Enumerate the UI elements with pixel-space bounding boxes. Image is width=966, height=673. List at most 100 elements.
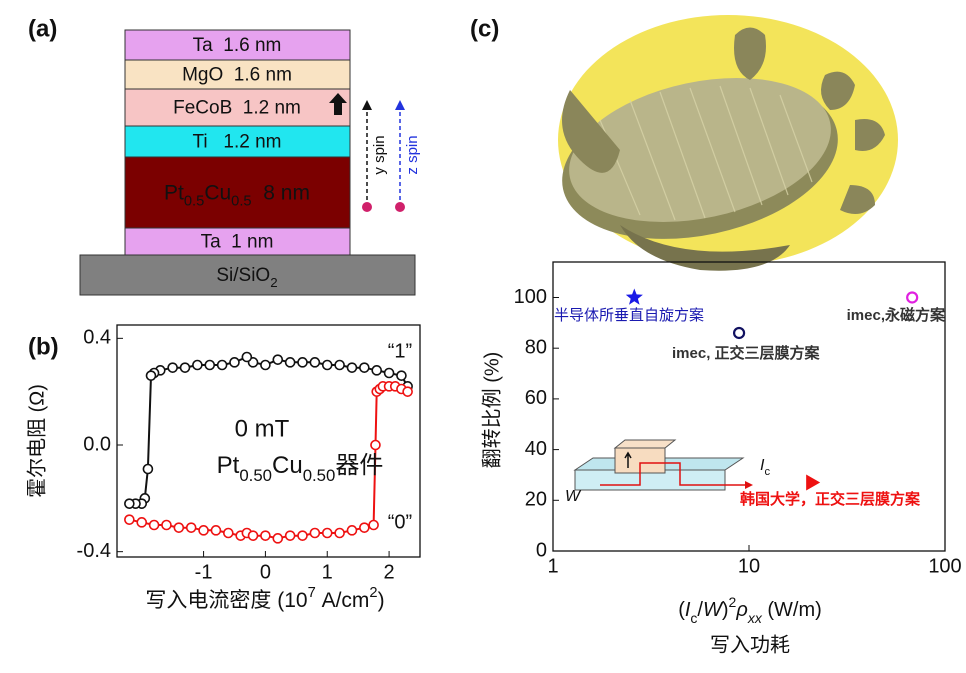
text-part: FeCoB 1.2 nm xyxy=(173,98,301,119)
y-tick-label: 60 xyxy=(525,387,547,409)
data-point xyxy=(284,530,296,541)
data-point xyxy=(223,527,234,539)
layer-label: Ti 1.2 nm xyxy=(192,132,281,153)
data-point xyxy=(210,525,222,536)
text-part: c xyxy=(764,466,770,478)
spin-label: z spin xyxy=(404,135,421,174)
panel-label: (a) xyxy=(28,15,57,42)
text-part: Pt xyxy=(164,181,184,204)
x-tick-label: 2 xyxy=(384,561,395,583)
device-label: Pt0.50Cu0.50器件 xyxy=(217,452,384,485)
data-point xyxy=(179,362,191,373)
data-point xyxy=(370,439,381,451)
data-point xyxy=(321,527,333,539)
plot-frame xyxy=(116,324,421,558)
text-part: Cu xyxy=(204,181,231,204)
layer xyxy=(124,29,351,61)
substrate xyxy=(79,254,416,296)
x-axis-label: 写入电流密度 (107 A/cm2) xyxy=(145,585,384,612)
text-part: ρ xyxy=(735,599,747,621)
data-point xyxy=(241,351,253,363)
data-point xyxy=(173,522,185,533)
y-axis-label: 翻转比例 (%) xyxy=(480,352,503,469)
spin-label: y spin xyxy=(371,135,388,174)
x-tick-label: -1 xyxy=(195,561,213,583)
text-part: Ta 1 nm xyxy=(201,232,274,253)
data-point xyxy=(346,525,358,536)
x-tick-label: 1 xyxy=(322,561,333,583)
text-part: Si/SiO xyxy=(216,265,270,286)
y-tick-label: 0.0 xyxy=(83,433,111,455)
data-point xyxy=(142,463,154,475)
data-point xyxy=(402,386,413,397)
data-point xyxy=(167,362,178,373)
text-part: 2 xyxy=(369,585,377,601)
text-part: (W/m) xyxy=(762,599,822,621)
data-point xyxy=(297,357,308,368)
data-point xyxy=(346,362,358,373)
layer xyxy=(124,88,351,127)
data-point xyxy=(145,370,157,381)
data-point xyxy=(321,359,333,371)
layer xyxy=(124,125,351,158)
spin-dot xyxy=(362,202,372,212)
y-axis-label: 霍尔电阻 (Ω) xyxy=(25,384,48,498)
x-tick-label: 1 xyxy=(547,555,558,577)
substrate-label: Si/SiO2 xyxy=(216,265,277,290)
panel-label: (c) xyxy=(470,15,499,42)
y-tick-label: 20 xyxy=(525,489,547,511)
text-part: 0.50 xyxy=(303,466,336,485)
point-label: imec, 正交三层膜方案 xyxy=(672,344,821,362)
x-tick-label: 10 xyxy=(738,555,760,577)
inset-arrowhead xyxy=(745,481,753,489)
y-tick-label: 80 xyxy=(525,336,547,358)
data-point xyxy=(368,519,379,531)
data-point xyxy=(204,359,216,371)
x-axis-label: (Ic/W)2ρxx (W/m) xyxy=(678,594,822,626)
point-label: 半导体所垂直自旋方案 xyxy=(554,306,704,324)
text-part: 8 nm xyxy=(252,181,310,204)
text-part: ) xyxy=(722,599,729,621)
data-point xyxy=(124,514,135,525)
point-label: 韩国大学，正交三层膜方案 xyxy=(740,490,921,508)
text-part: Pt xyxy=(217,452,240,479)
data-point xyxy=(396,370,407,381)
y-tick-label: 100 xyxy=(514,286,547,308)
layer-label: FeCoB 1.2 nm xyxy=(173,98,301,119)
point-label: imec,永磁方案 xyxy=(847,306,946,324)
spin-arrow-head xyxy=(395,100,405,110)
layer-label: Pt0.5Cu0.5 8 nm xyxy=(164,181,310,209)
data-point xyxy=(334,359,345,371)
text-part: 7 xyxy=(308,585,316,601)
data-point xyxy=(136,517,148,528)
layer-label: Ta 1 nm xyxy=(201,232,274,253)
y-tick-label: 40 xyxy=(525,438,547,460)
data-point xyxy=(260,530,271,541)
inset-arrow xyxy=(624,451,632,468)
panel-label: (b) xyxy=(28,333,59,360)
spin-dot xyxy=(395,202,405,212)
magnetization-arrow xyxy=(329,93,347,115)
text-part: W xyxy=(703,599,724,621)
x-axis-label: 写入功耗 xyxy=(710,633,790,656)
y-tick-label: -0.4 xyxy=(77,540,111,562)
text-part: 2 xyxy=(729,594,737,610)
data-point xyxy=(161,519,172,531)
data-point xyxy=(148,519,160,531)
data-point xyxy=(334,527,345,539)
text-part: ) xyxy=(378,589,385,612)
x-tick-label: 0 xyxy=(260,561,271,583)
wafer-photo xyxy=(558,15,898,271)
data-point xyxy=(625,288,643,305)
data-point xyxy=(229,357,240,368)
inset-label: W xyxy=(565,488,582,505)
text-part: I xyxy=(685,599,691,621)
data-point xyxy=(192,359,203,371)
layer-label: MgO 1.6 nm xyxy=(182,65,292,86)
data-point xyxy=(185,522,197,533)
x-tick-label: 100 xyxy=(928,555,961,577)
data-point xyxy=(216,359,228,371)
data-point xyxy=(284,357,296,368)
text-part: I xyxy=(760,457,765,474)
text-part: 器件 xyxy=(335,452,383,479)
